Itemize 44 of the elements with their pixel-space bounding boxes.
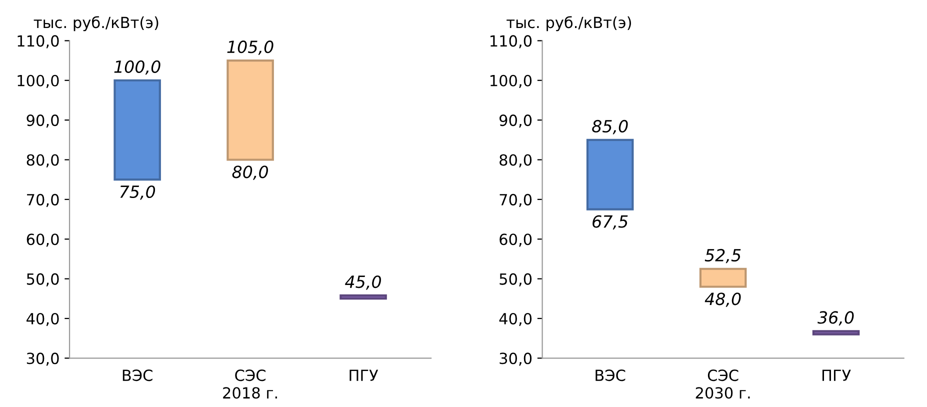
annotation: 45,0 (345, 275, 381, 290)
x-tick-label: ПГУ (350, 370, 378, 381)
y-tick-label: 40,0 (499, 312, 532, 326)
x-axis-title: 2018 г. (223, 387, 277, 399)
y-tick-label: 100,0 (490, 74, 532, 88)
y-tick-label: 40,0 (26, 312, 59, 326)
y-tick-label: 30,0 (500, 352, 532, 366)
y-tick-label: 60,0 (500, 234, 532, 247)
x-tick-label: ВЭС (596, 370, 626, 382)
x-tick-label: СЭС (235, 370, 266, 382)
annotation: 80,0 (232, 166, 268, 180)
y-tick-label: 100,0 (18, 74, 59, 88)
y-tick-label: 90,0 (26, 114, 59, 128)
bar (340, 294, 387, 300)
y-tick-label: 70,0 (27, 194, 59, 208)
y-tick-label: 90,0 (500, 114, 532, 128)
bar (226, 59, 274, 161)
bar (812, 330, 860, 336)
y-tick-label: 50,0 (26, 273, 59, 286)
annotation: 85,0 (592, 120, 628, 134)
y-tick-label: 110,0 (490, 35, 532, 48)
annotation: 67,5 (592, 215, 628, 230)
y-tick-label: 60,0 (26, 234, 59, 247)
bar (586, 138, 634, 210)
bar (114, 79, 161, 181)
y-axis-title: тыс. руб./кВт(э) (34, 16, 158, 32)
annotation: 36,0 (818, 311, 854, 326)
y-tick-label: 70,0 (500, 194, 532, 208)
x-tick-label: ПГУ (822, 370, 851, 381)
y-tick-label: 50,0 (500, 273, 532, 286)
x-tick-label: СЭС (708, 370, 738, 382)
y-tick-label: 30,0 (26, 352, 59, 366)
y-tick-label: 80,0 (26, 154, 59, 168)
annotation: 52,5 (704, 248, 741, 264)
y-axis-title: тыс. руб./кВт(э) (506, 16, 631, 32)
annotation: 105,0 (227, 40, 274, 55)
x-tick-label: ВЭС (122, 370, 152, 382)
y-tick-label: 80,0 (500, 154, 532, 168)
y-tick-label: 110,0 (18, 35, 59, 48)
annotation: 100,0 (114, 60, 160, 75)
annotation: 48,0 (704, 292, 741, 307)
annotation: 75,0 (120, 185, 156, 200)
bar (699, 268, 747, 288)
x-axis-title: 2030 г. (696, 387, 750, 399)
